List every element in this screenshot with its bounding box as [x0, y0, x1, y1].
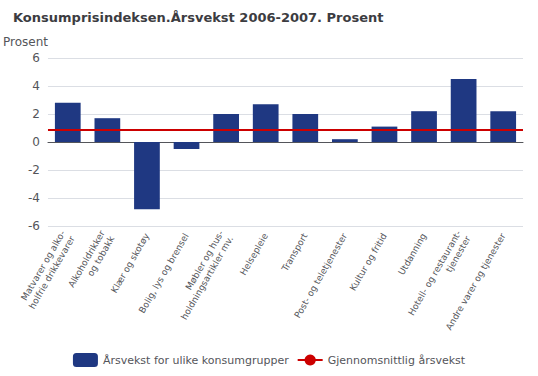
svg-text:Årsvekst for ulike konsumgrupp: Årsvekst for ulike konsumgrupper — [103, 354, 289, 367]
svg-text:Gjennomsnittlig årsvekst: Gjennomsnittlig årsvekst — [328, 354, 466, 367]
svg-text:holdningsartikler mv.: holdningsartikler mv. — [179, 234, 235, 321]
svg-text:-6: -6 — [28, 219, 40, 233]
svg-text:-4: -4 — [28, 191, 40, 205]
svg-text:Utdanning: Utdanning — [396, 231, 428, 276]
svg-text:Møbler og hus-: Møbler og hus- — [183, 228, 226, 292]
svg-text:Transport: Transport — [279, 231, 309, 274]
svg-text:-2: -2 — [28, 163, 40, 177]
svg-text:Alkoholdrikker: Alkoholdrikker — [66, 228, 107, 290]
svg-text:0: 0 — [32, 135, 40, 149]
svg-text:Bolig, lys og brensel: Bolig, lys og brensel — [137, 231, 191, 314]
svg-text:6: 6 — [32, 51, 40, 65]
svg-text:Konsumprisindeksen.Årsvekst 20: Konsumprisindeksen.Årsvekst 2006-2007. P… — [13, 10, 383, 25]
svg-text:Andre varer og tjenester: Andre varer og tjenester — [444, 231, 508, 332]
svg-text:2: 2 — [32, 107, 40, 121]
svg-text:Prosent: Prosent — [3, 35, 48, 49]
svg-text:Hotell- og restaurant-: Hotell- og restaurant- — [406, 229, 463, 318]
svg-text:tjenester: tjenester — [444, 234, 473, 274]
svg-text:Post- og teletjenester: Post- og teletjenester — [292, 231, 349, 320]
svg-text:Helsepleie: Helsepleie — [238, 231, 270, 277]
svg-text:Kultur og fritid: Kultur og fritid — [348, 231, 389, 292]
svg-text:Matvarer og alko-: Matvarer og alko- — [19, 228, 68, 303]
svg-text:holfrie drikkevarer: holfrie drikkevarer — [27, 234, 77, 311]
svg-text:og tobakk: og tobakk — [85, 234, 116, 278]
svg-text:Klær og skotøy: Klær og skotøy — [109, 231, 152, 295]
svg-text:4: 4 — [32, 79, 40, 93]
